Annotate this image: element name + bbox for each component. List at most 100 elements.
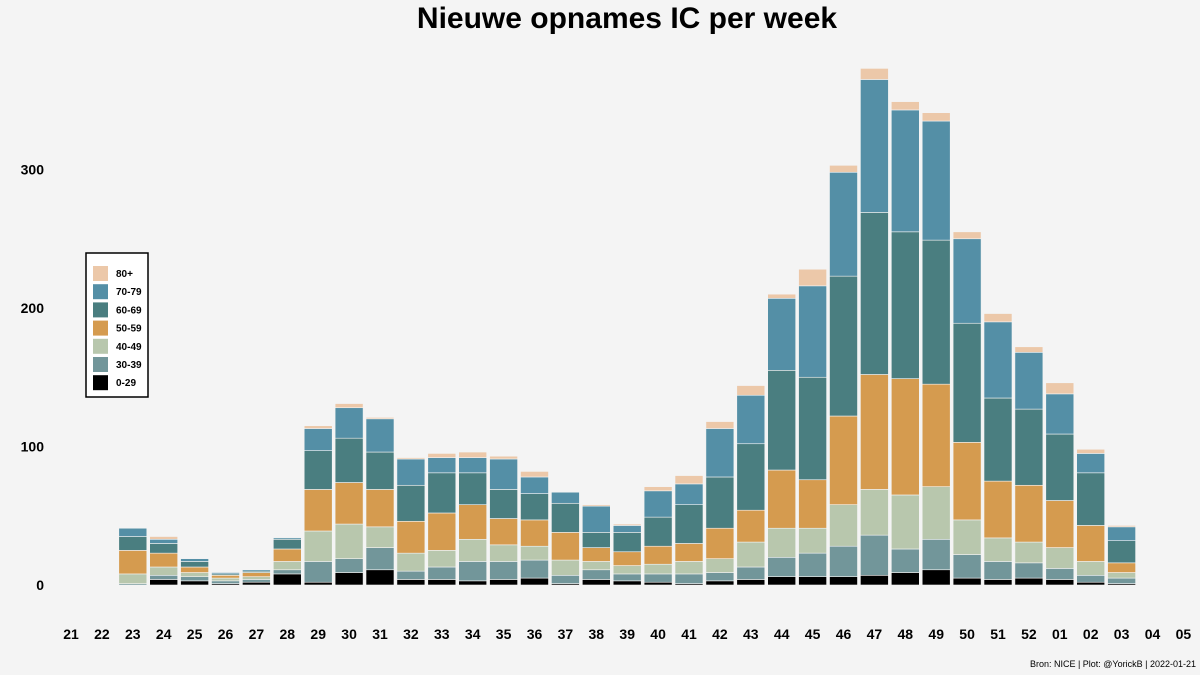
bar-segment-week-01-age-80+ — [1045, 382, 1075, 395]
bar-segment-week-38-age-50-59 — [581, 547, 611, 562]
bar-segment-week-30-age-30-39 — [334, 558, 364, 573]
bar-segment-week-50-age-30-39 — [952, 554, 982, 579]
bar-segment-week-24-age-60-69 — [149, 543, 178, 554]
bar-segment-week-24-age-50-59 — [149, 552, 178, 568]
legend: 80+ 70-79 60-69 50-59 40-49 30-39 0-29 — [85, 252, 149, 398]
bar-segment-week-32-age-0-29 — [396, 579, 426, 586]
bar-segment-week-51-age-50-59 — [983, 480, 1013, 539]
bar-segment-week-37-age-40-49 — [551, 559, 580, 576]
x-tick-label: 21 — [63, 626, 79, 642]
bar-segment-week-49-age-80+ — [921, 112, 951, 122]
bar-segment-week-38-age-40-49 — [581, 561, 611, 571]
bar-segment-week-44-age-80+ — [767, 293, 797, 299]
bar-segment-week-37-age-60-69 — [551, 502, 580, 533]
x-tick-label: 44 — [774, 626, 790, 642]
bar-segment-week-28-age-50-59 — [272, 548, 302, 562]
x-axis-ticks: 21 22 23 24 25 26 27 28 29 30 31 32 33 34 35 36 37 38 39 40… — [63, 626, 1191, 642]
bar-segment-week-40-age-80+ — [643, 486, 673, 492]
bar-segment-week-27-age-40-49 — [242, 576, 271, 580]
bar-segment-week-40-age-40-49 — [643, 563, 673, 575]
bar-segment-week-01-age-40-49 — [1045, 547, 1075, 569]
bar-segment-week-46-age-30-39 — [829, 545, 858, 577]
legend-label-60-69: 60-69 — [116, 305, 142, 316]
bar-segment-week-50-age-60-69 — [952, 322, 982, 443]
bar-segment-week-26-age-50-59 — [211, 574, 240, 579]
x-tick-label: 29 — [310, 626, 326, 642]
bar-segment-week-49-age-40-49 — [921, 486, 951, 540]
bar-segment-week-33-age-80+ — [427, 453, 457, 458]
bar-segment-week-03-age-80+ — [1107, 525, 1136, 528]
bar-segment-week-31-age-70-79 — [365, 418, 395, 453]
bar-segment-week-52-age-70-79 — [1014, 352, 1044, 410]
bar-segment-week-44-age-50-59 — [767, 469, 797, 529]
bar-segment-week-40-age-50-59 — [643, 545, 673, 565]
chart-title: Nieuwe opnames IC per week — [417, 2, 837, 35]
bar-segment-week-03-age-40-49 — [1107, 572, 1136, 579]
bar-segment-week-25-age-50-59 — [180, 566, 209, 573]
bar-segment-week-29-age-40-49 — [303, 530, 333, 562]
bar-segment-week-36-age-60-69 — [520, 493, 549, 521]
bar-segment-week-44-age-70-79 — [767, 298, 797, 371]
bar-segment-week-47-age-40-49 — [860, 489, 889, 536]
bar-segment-week-51-age-40-49 — [983, 537, 1013, 562]
bar-segment-week-36-age-80+ — [520, 471, 549, 478]
bar-segment-week-28-age-60-69 — [272, 538, 302, 550]
bar-segment-week-51-age-60-69 — [983, 397, 1013, 482]
bar-segment-week-41-age-60-69 — [674, 504, 704, 544]
bar-segment-week-50-age-40-49 — [952, 519, 982, 555]
x-tick-label: 52 — [1021, 626, 1037, 642]
x-tick-label: 01 — [1052, 626, 1068, 642]
bar-segment-week-30-age-40-49 — [334, 523, 364, 559]
bar-segment-week-43-age-60-69 — [736, 443, 766, 511]
bar-segment-week-24-age-0-29 — [149, 579, 178, 586]
bar-segment-week-48-age-50-59 — [890, 378, 920, 496]
bar-segment-week-49-age-60-69 — [921, 239, 951, 385]
bar-segment-week-01-age-70-79 — [1045, 393, 1075, 435]
bar-segment-week-29-age-30-39 — [303, 561, 333, 583]
legend-swatch-60-69 — [93, 302, 108, 318]
bar-segment-week-02-age-50-59 — [1076, 525, 1105, 562]
bar-segment-week-45-age-60-69 — [798, 376, 827, 481]
bar-segment-week-32-age-40-49 — [396, 552, 426, 572]
bar-segment-week-34-age-80+ — [458, 451, 488, 458]
legend-label-50-59: 50-59 — [116, 324, 142, 335]
y-tick-label: 0 — [36, 577, 44, 593]
x-tick-label: 23 — [125, 626, 141, 642]
bar-segment-week-47-age-50-59 — [860, 374, 889, 490]
bar-segment-week-50-age-50-59 — [952, 442, 982, 521]
bar-segment-week-45-age-70-79 — [798, 285, 827, 378]
bar-segment-week-42-age-80+ — [705, 421, 735, 429]
bar-segment-week-47-age-70-79 — [860, 79, 889, 213]
bar-segment-week-25-age-0-29 — [180, 580, 209, 586]
bar-segment-week-41-age-70-79 — [674, 483, 704, 505]
x-tick-label: 45 — [805, 626, 821, 642]
x-tick-label: 04 — [1145, 626, 1161, 642]
bar-segment-week-37-age-50-59 — [551, 532, 580, 561]
bar-segment-week-52-age-80+ — [1014, 346, 1044, 353]
legend-label-70-79: 70-79 — [116, 287, 142, 298]
bar-segment-week-38-age-80+ — [581, 504, 611, 507]
bar-segment-week-43-age-0-29 — [736, 579, 766, 586]
bar-segment-week-39-age-30-39 — [612, 573, 642, 582]
bar-segment-week-36-age-70-79 — [520, 476, 549, 494]
bar-segment-week-43-age-50-59 — [736, 509, 766, 543]
bar-segment-week-42-age-40-49 — [705, 558, 735, 573]
bar-segment-week-35-age-60-69 — [489, 489, 518, 519]
bar-segment-week-03-age-60-69 — [1107, 540, 1136, 564]
x-tick-label: 31 — [372, 626, 388, 642]
bar-segment-week-38-age-60-69 — [581, 532, 611, 548]
bar-segment-week-25-age-70-79 — [180, 558, 209, 562]
bar-segment-week-38-age-70-79 — [581, 505, 611, 533]
bar-segment-week-50-age-70-79 — [952, 238, 982, 324]
bar-segment-week-35-age-0-29 — [489, 579, 518, 586]
x-tick-label: 51 — [990, 626, 1006, 642]
bar-segment-week-25-age-60-69 — [180, 561, 209, 568]
bar-segment-week-51-age-0-29 — [983, 579, 1013, 586]
bar-segment-week-52-age-60-69 — [1014, 408, 1044, 486]
bar-segment-week-02-age-60-69 — [1076, 472, 1105, 526]
bar-segment-week-41-age-50-59 — [674, 543, 704, 562]
bar-segment-week-32-age-30-39 — [396, 570, 426, 580]
bar-segment-week-42-age-50-59 — [705, 527, 735, 559]
y-tick-label: 300 — [21, 162, 45, 178]
